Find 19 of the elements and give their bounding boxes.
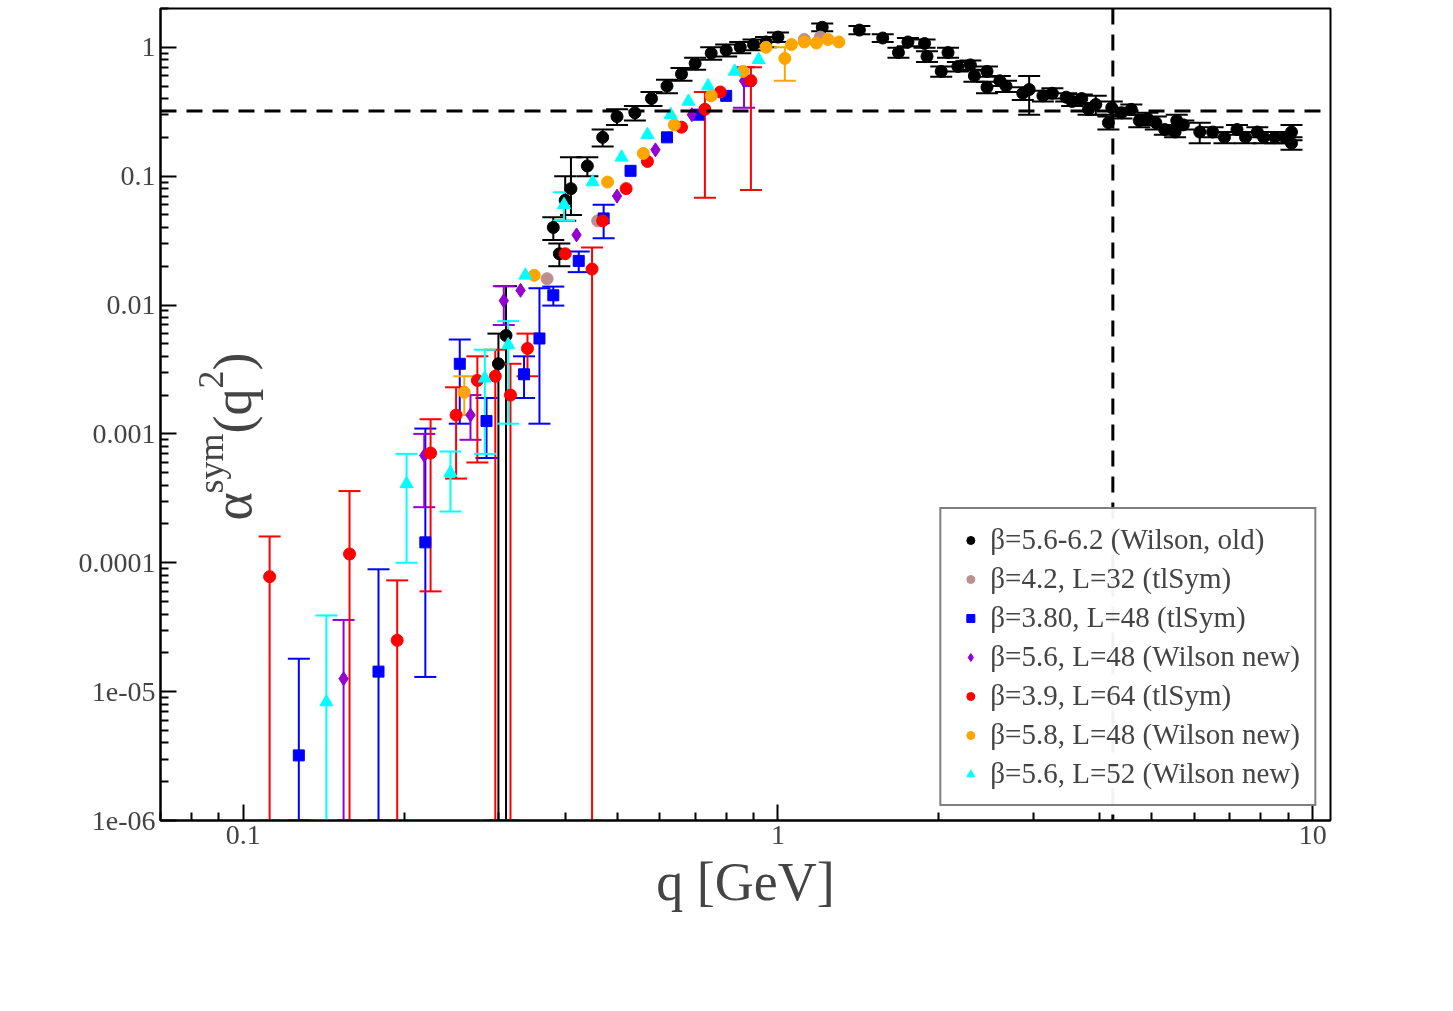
- x-tick-label: 0.1: [225, 818, 261, 850]
- y-tick-label: 0.1: [120, 160, 156, 192]
- legend-label: β=3.9, L=64 (tlSym): [990, 679, 1232, 712]
- y-axis-title: αsym(q2): [190, 352, 263, 521]
- legend-label: β=3.80, L=48 (tlSym): [990, 601, 1246, 634]
- y-tick-label: 1: [141, 31, 156, 63]
- y-tick-label: 0.0001: [78, 546, 156, 578]
- legend-label: β=4.2, L=32 (tlSym): [990, 562, 1232, 595]
- x-tick-label: 1: [770, 818, 785, 850]
- x-tick-label: 10: [1298, 818, 1327, 850]
- legend-label: β=5.6, L=52 (Wilson new): [990, 757, 1300, 790]
- y-tick-label: 1e-06: [91, 804, 156, 836]
- y-tick-label: 0.01: [106, 289, 156, 321]
- x-axis-title: q [GeV]: [656, 851, 835, 912]
- legend-label: β=5.6, L=48 (Wilson new): [990, 640, 1300, 673]
- y-tick-label: 1e-05: [91, 675, 156, 707]
- legend-label: β=5.8, L=48 (Wilson new): [990, 718, 1300, 751]
- y-tick-label: 0.001: [92, 417, 156, 449]
- legend-label: β=5.6-6.2 (Wilson, old): [990, 523, 1265, 556]
